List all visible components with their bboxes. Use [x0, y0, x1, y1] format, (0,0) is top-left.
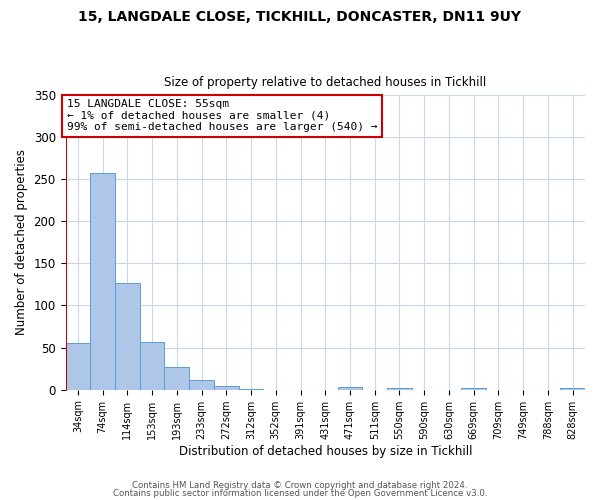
Y-axis label: Number of detached properties: Number of detached properties	[15, 150, 28, 336]
Bar	[387, 388, 412, 390]
X-axis label: Distribution of detached houses by size in Tickhill: Distribution of detached houses by size …	[179, 444, 472, 458]
Bar	[239, 389, 263, 390]
Bar	[140, 342, 164, 390]
Bar	[214, 386, 239, 390]
Text: 15, LANGDALE CLOSE, TICKHILL, DONCASTER, DN11 9UY: 15, LANGDALE CLOSE, TICKHILL, DONCASTER,…	[79, 10, 521, 24]
Text: Contains public sector information licensed under the Open Government Licence v3: Contains public sector information licen…	[113, 488, 487, 498]
Bar	[90, 173, 115, 390]
Bar	[115, 282, 140, 390]
Bar	[461, 388, 486, 390]
Bar	[560, 388, 585, 390]
Bar	[65, 344, 90, 390]
Bar	[164, 367, 189, 390]
Bar	[338, 387, 362, 390]
Text: 15 LANGDALE CLOSE: 55sqm
← 1% of detached houses are smaller (4)
99% of semi-det: 15 LANGDALE CLOSE: 55sqm ← 1% of detache…	[67, 99, 377, 132]
Bar	[189, 380, 214, 390]
Text: Contains HM Land Registry data © Crown copyright and database right 2024.: Contains HM Land Registry data © Crown c…	[132, 481, 468, 490]
Title: Size of property relative to detached houses in Tickhill: Size of property relative to detached ho…	[164, 76, 487, 90]
